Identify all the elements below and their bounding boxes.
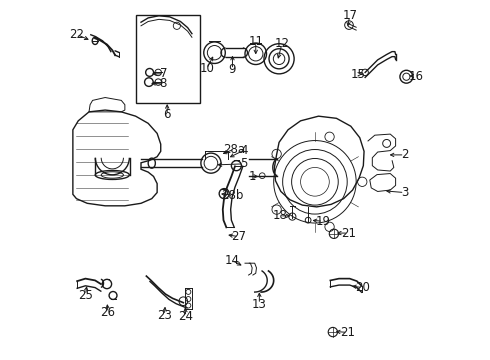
Text: 27: 27	[231, 230, 246, 243]
Text: 22: 22	[69, 28, 84, 41]
Text: 1: 1	[248, 170, 256, 183]
Text: 21: 21	[341, 226, 356, 239]
Text: 14: 14	[224, 254, 239, 267]
Text: 2: 2	[401, 148, 408, 161]
Text: 26: 26	[100, 306, 116, 319]
Text: 7: 7	[160, 67, 168, 80]
Text: 21: 21	[340, 326, 355, 339]
Bar	[136, 15, 200, 103]
Text: 19: 19	[316, 215, 331, 228]
Text: 4: 4	[240, 144, 247, 157]
Text: 12: 12	[274, 37, 290, 50]
Text: 17: 17	[342, 9, 357, 22]
Text: 28b: 28b	[221, 189, 244, 202]
Text: 6: 6	[164, 108, 171, 121]
Text: 8: 8	[159, 77, 167, 90]
Text: 28a: 28a	[223, 143, 245, 156]
Text: 16: 16	[408, 69, 423, 82]
Text: 9: 9	[229, 63, 236, 76]
Text: 20: 20	[355, 281, 370, 294]
Text: 25: 25	[78, 289, 93, 302]
Text: 10: 10	[199, 62, 214, 75]
Text: 3: 3	[401, 186, 408, 199]
Text: 15: 15	[350, 68, 366, 81]
Text: 13: 13	[252, 298, 267, 311]
Text: 11: 11	[248, 35, 263, 48]
Text: 23: 23	[157, 309, 172, 322]
Text: 24: 24	[178, 310, 194, 323]
Text: 18: 18	[272, 210, 287, 222]
Text: 5: 5	[240, 157, 247, 170]
